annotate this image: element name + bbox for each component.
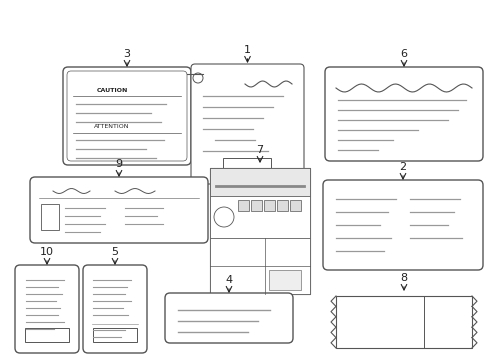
Text: 1: 1 xyxy=(244,45,250,55)
Bar xyxy=(209,238,309,294)
Text: 8: 8 xyxy=(400,273,407,283)
Bar xyxy=(335,296,471,348)
Text: 9: 9 xyxy=(115,159,122,169)
Text: CAUTION: CAUTION xyxy=(96,87,127,93)
Text: 4: 4 xyxy=(225,275,232,285)
Text: ATTENTION: ATTENTION xyxy=(94,125,129,130)
Text: 6: 6 xyxy=(400,49,407,59)
Text: 7: 7 xyxy=(256,145,263,155)
FancyBboxPatch shape xyxy=(15,265,79,353)
FancyBboxPatch shape xyxy=(30,177,207,243)
Bar xyxy=(209,168,309,294)
Bar xyxy=(250,200,262,211)
FancyBboxPatch shape xyxy=(325,67,482,161)
Bar xyxy=(264,200,274,211)
FancyBboxPatch shape xyxy=(63,67,191,165)
FancyBboxPatch shape xyxy=(83,265,147,353)
Circle shape xyxy=(193,73,203,83)
FancyBboxPatch shape xyxy=(164,293,292,343)
Bar xyxy=(238,200,248,211)
Text: 3: 3 xyxy=(123,49,130,59)
Text: 2: 2 xyxy=(399,162,406,172)
Bar xyxy=(93,328,137,342)
Bar xyxy=(268,270,301,290)
Bar xyxy=(209,196,309,238)
Bar xyxy=(25,328,69,342)
FancyBboxPatch shape xyxy=(323,180,482,270)
Bar xyxy=(276,200,287,211)
Bar xyxy=(41,204,59,230)
Text: 10: 10 xyxy=(40,247,54,257)
Text: 5: 5 xyxy=(111,247,118,257)
FancyBboxPatch shape xyxy=(67,71,186,161)
Bar xyxy=(223,158,270,172)
Circle shape xyxy=(214,207,234,227)
FancyBboxPatch shape xyxy=(191,64,304,184)
Bar xyxy=(289,200,301,211)
Bar xyxy=(209,168,309,196)
